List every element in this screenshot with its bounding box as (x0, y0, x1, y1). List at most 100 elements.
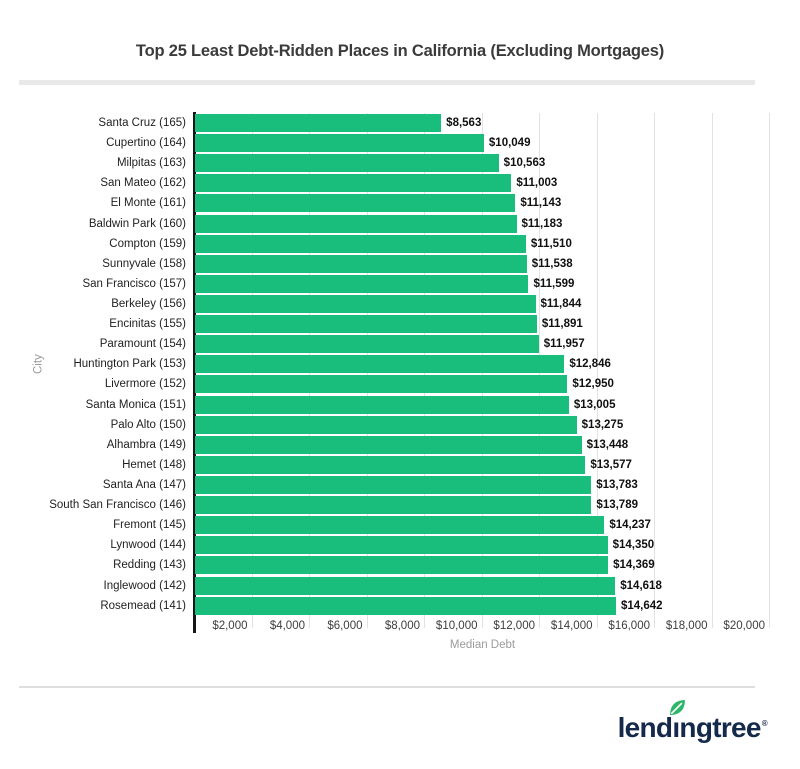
bar (195, 114, 442, 133)
city-label: Encinitas (155) (109, 318, 186, 331)
bar-row: $13,789 (195, 495, 770, 515)
bar-row: $13,448 (195, 435, 770, 455)
x-tick-label: $10,000 (435, 620, 478, 632)
bar (195, 295, 536, 314)
lendingtree-logo: lend ı ngtree ® (617, 696, 768, 743)
city-label: Rosemead (141) (100, 599, 186, 612)
bar-row: $10,563 (195, 153, 770, 173)
registered-trademark: ® (761, 719, 768, 728)
city-label: Lynwood (144) (110, 539, 186, 552)
bar-value-label: $13,789 (596, 499, 638, 512)
bar-value-label: $13,275 (581, 418, 624, 431)
bar-value-label: $14,618 (620, 579, 662, 592)
bar-row: $14,642 (195, 596, 770, 616)
bar-value-label: $14,237 (609, 519, 651, 532)
bar-value-label: $13,783 (596, 479, 638, 492)
bar (195, 214, 517, 233)
bar-value-label: $14,350 (612, 539, 655, 552)
bar-row: $13,783 (195, 475, 770, 495)
city-label: El Monte (161) (110, 197, 186, 210)
bar-row: $11,183 (195, 214, 770, 234)
bar (195, 415, 577, 434)
x-tick-label: $12,000 (493, 620, 535, 632)
plot-area: $8,563 $10,049 $10,563 $11,003 $11,143 $11,18… (195, 113, 770, 628)
bar-row: $11,143 (195, 193, 770, 213)
bar-row: $12,846 (195, 354, 770, 374)
bar (195, 375, 568, 394)
bar-row: $11,891 (195, 314, 770, 334)
x-tick-label: $20,000 (723, 620, 765, 632)
bottom-divider (19, 686, 755, 688)
y-axis-category-labels: Santa Cruz (165) Cupertino (164) Milpitas … (0, 113, 186, 616)
bar (195, 134, 484, 153)
bar-value-label: $14,369 (613, 559, 655, 572)
bar-rows: $8,563 $10,049 $10,563 $11,003 $11,143 $11,18… (195, 113, 770, 616)
bar-value-label: $13,448 (586, 438, 629, 451)
top-divider (19, 80, 755, 85)
bar-value-label: $14,642 (620, 599, 663, 612)
city-label: Hemet (148) (122, 458, 186, 471)
x-axis-tick-labels: $2,000 $4,000 $6,000 $8,000 $10,000 $12,000 $1… (195, 620, 770, 634)
bar-value-label: $10,049 (488, 137, 531, 150)
bar (195, 234, 526, 253)
bar (195, 516, 605, 535)
bar-row: $11,003 (195, 173, 770, 193)
logo-letter-i: ı (670, 700, 686, 742)
city-label: San Francisco (157) (82, 277, 186, 290)
y-axis-line (193, 112, 196, 633)
city-label: Santa Ana (147) (102, 479, 186, 492)
bar (195, 254, 527, 273)
chart-title: Top 25 Least Debt-Ridden Places in Calif… (135, 42, 665, 60)
bar-value-label: $12,950 (572, 378, 614, 391)
logo-text-lend: lend (617, 712, 673, 743)
bar-value-label: $11,599 (533, 277, 575, 290)
bar (195, 194, 516, 213)
bar-value-label: $10,563 (503, 157, 546, 170)
bar (195, 536, 608, 555)
bar-value-label: $11,538 (531, 257, 573, 270)
bar (195, 355, 565, 374)
city-label: Compton (159) (109, 237, 186, 250)
bar (195, 556, 609, 575)
bar (195, 274, 529, 293)
bar-row: $13,005 (195, 395, 770, 415)
bar-row: $14,237 (195, 515, 770, 535)
x-tick-label: $18,000 (665, 620, 708, 632)
bar-value-label: $11,891 (541, 318, 583, 331)
city-label: San Mateo (162) (100, 177, 186, 190)
bar-row: $14,618 (195, 576, 770, 596)
city-label: Sunnyvale (158) (102, 257, 186, 270)
bar (195, 395, 569, 414)
x-tick-label: $6,000 (327, 620, 363, 632)
city-label: Milpitas (163) (116, 157, 186, 170)
bar (195, 315, 537, 334)
city-label: Alhambra (149) (106, 438, 186, 451)
bar-row: $10,049 (195, 133, 770, 153)
gridline (769, 113, 770, 628)
bar (195, 435, 582, 454)
city-label: Palo Alto (150) (110, 418, 186, 431)
x-tick-label: $2,000 (212, 620, 248, 632)
city-label: Inglewood (142) (103, 579, 186, 592)
bar-value-label: $11,183 (521, 217, 563, 230)
bar-row: $11,957 (195, 334, 770, 354)
bar-row: $11,844 (195, 294, 770, 314)
bar-row: $11,538 (195, 254, 770, 274)
x-tick-label: $8,000 (384, 620, 420, 632)
gridline (711, 113, 713, 628)
bar-row: $8,563 (195, 113, 770, 133)
city-label: Huntington Park (153) (73, 358, 186, 371)
bar-row: $13,275 (195, 415, 770, 435)
gridline (654, 113, 655, 628)
city-label: Santa Cruz (165) (98, 117, 186, 130)
city-label: South San Francisco (146) (49, 499, 186, 512)
bar (195, 174, 512, 193)
city-label: Fremont (145) (113, 519, 186, 532)
bar-value-label: $11,844 (540, 298, 582, 311)
city-label: Redding (143) (113, 559, 186, 572)
city-label: Livermore (152) (104, 378, 186, 391)
bar (195, 335, 539, 354)
bar (195, 476, 592, 495)
bar (195, 576, 616, 595)
